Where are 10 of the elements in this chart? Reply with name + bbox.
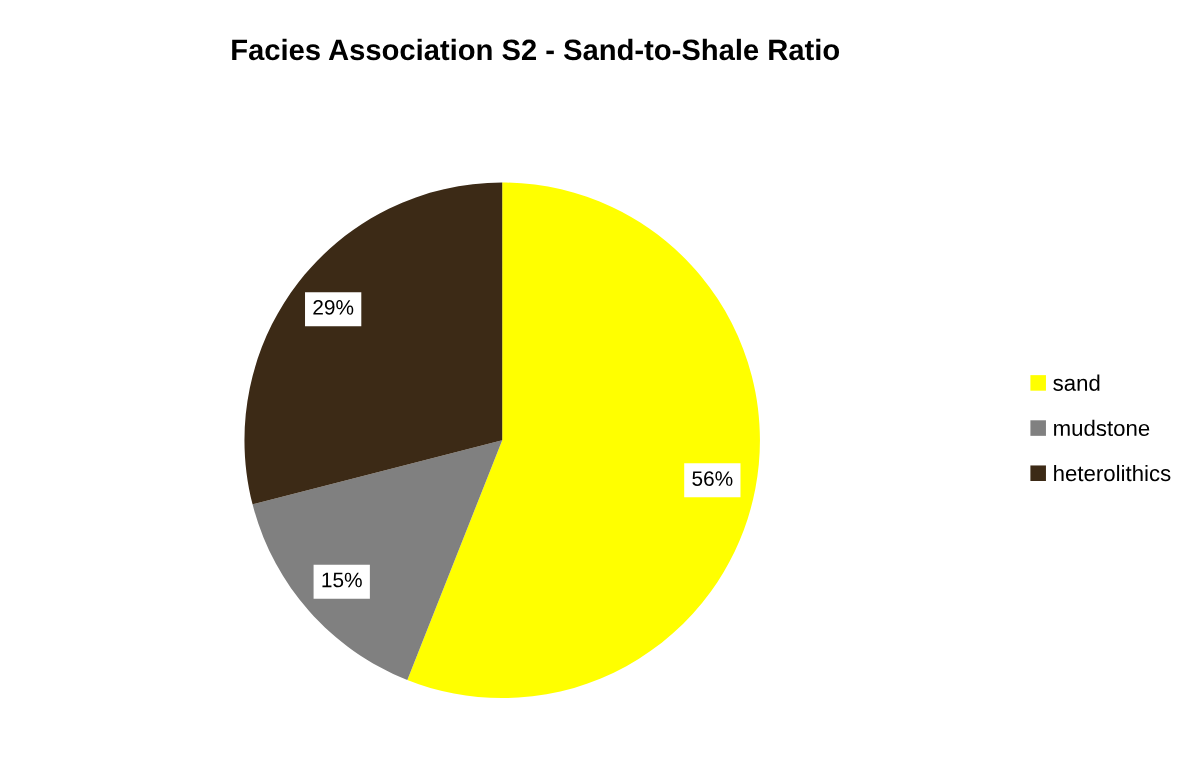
pie-slice (407, 182, 760, 698)
data-label: 29% (313, 299, 354, 315)
legend-label: heterolithics (1054, 464, 1171, 482)
pie-slice (244, 182, 503, 505)
chart-title: Facies Association S2 - Sand-to-Shale Ratio (232, 38, 840, 61)
legend-label: mudstone (1054, 419, 1150, 437)
data-label: 56% (692, 471, 733, 486)
pie-slice (252, 440, 503, 680)
legend-label: sand (1053, 374, 1100, 391)
data-label: 15% (322, 572, 362, 588)
